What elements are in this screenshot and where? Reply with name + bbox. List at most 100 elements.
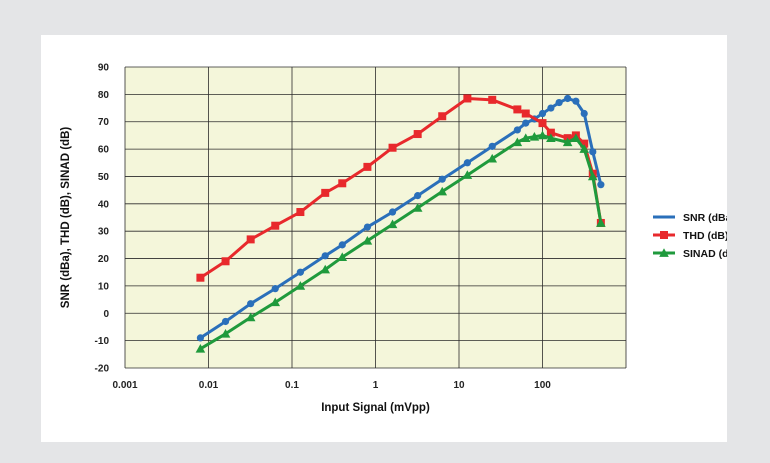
data-point — [413, 130, 422, 139]
y-tick-label: -20 — [95, 364, 110, 375]
data-point — [295, 281, 306, 290]
y-tick-label: 30 — [98, 227, 110, 238]
data-point — [414, 192, 422, 200]
data-point — [529, 131, 540, 141]
data-point — [538, 109, 547, 118]
data-point — [580, 109, 588, 118]
series-layer — [195, 94, 606, 353]
data-point — [337, 252, 348, 262]
data-point — [462, 170, 473, 179]
data-point — [321, 188, 330, 197]
data-point — [589, 148, 597, 156]
data-point — [320, 264, 331, 274]
data-point — [564, 94, 572, 103]
y-tick-label: 0 — [103, 309, 109, 320]
data-point — [572, 97, 580, 105]
x-tick-label: 1 — [373, 380, 379, 391]
data-point — [513, 126, 521, 134]
data-point — [412, 203, 423, 212]
x-tick-label: 0.001 — [112, 380, 137, 391]
y-axis-title: SNR (dBa), THD (dB), SINAD (dB) — [60, 127, 72, 309]
data-point — [195, 344, 206, 353]
data-point — [555, 98, 563, 107]
data-point — [487, 153, 498, 163]
data-point — [580, 139, 589, 148]
chart-panel: -20 -10 0 10 20 30 40 50 60 70 80 90 0.001 0.01 0.1 1 10… — [41, 35, 727, 442]
data-point — [363, 223, 372, 231]
data-point — [388, 143, 397, 152]
data-point — [338, 241, 346, 249]
y-tick-label: 10 — [98, 281, 110, 292]
data-point — [513, 105, 522, 114]
data-point — [538, 119, 547, 128]
y-tick-label: 40 — [98, 199, 110, 210]
data-point — [221, 257, 230, 266]
data-point — [270, 297, 281, 307]
data-point — [463, 94, 472, 103]
data-point — [271, 221, 280, 230]
data-point — [363, 162, 372, 171]
y-tick-label: 80 — [98, 90, 110, 101]
data-point — [437, 186, 448, 196]
legend-marker — [660, 231, 668, 239]
y-tick-label: -10 — [95, 336, 110, 347]
data-point — [362, 235, 373, 245]
data-point — [463, 159, 471, 167]
data-point — [271, 285, 279, 293]
series-triangle — [195, 130, 606, 353]
data-point — [512, 137, 523, 147]
data-point — [196, 273, 205, 282]
data-point — [245, 312, 256, 322]
x-tick-label: 0.01 — [199, 380, 219, 391]
data-point — [296, 208, 305, 217]
series-circle — [196, 94, 605, 342]
tick-labels: -20 -10 0 10 20 30 40 50 60 70 80 90 0.001 0.01 0.1 1 10… — [95, 63, 552, 392]
legend: SNR (dBa) THD (dB) SINAD (dB) — [653, 212, 727, 260]
data-point — [247, 300, 255, 308]
data-point — [596, 218, 606, 227]
y-tick-label: 50 — [98, 172, 110, 183]
data-point — [562, 137, 573, 147]
chart: -20 -10 0 10 20 30 40 50 60 70 80 90 0.001 0.01 0.1 1 10… — [60, 63, 727, 415]
data-point — [587, 171, 598, 181]
y-tick-label: 90 — [98, 63, 110, 74]
data-point — [597, 181, 605, 189]
legend-item: SINAD (dB) — [653, 248, 727, 260]
x-tick-label: 100 — [534, 380, 551, 391]
data-point — [537, 130, 548, 140]
data-point — [546, 133, 556, 142]
data-point — [521, 109, 530, 118]
data-point — [571, 133, 581, 142]
data-point — [488, 142, 496, 150]
data-point — [220, 328, 231, 338]
data-point — [221, 317, 230, 326]
y-tick-label: 70 — [98, 117, 110, 128]
data-point — [438, 112, 447, 121]
x-axis-title: Input Signal (mVpp) — [321, 402, 430, 414]
data-point — [546, 128, 555, 137]
legend-marker — [659, 248, 669, 257]
legend-item: THD (dB) — [653, 230, 727, 242]
y-tick-label: 20 — [98, 254, 110, 265]
y-tick-label: 60 — [98, 145, 110, 156]
data-point — [388, 208, 397, 216]
data-point — [438, 175, 446, 183]
data-point — [387, 219, 398, 229]
legend-item: SNR (dBa) — [653, 212, 727, 224]
data-point — [520, 133, 531, 142]
series-line — [199, 96, 603, 279]
data-point — [321, 252, 329, 260]
x-tick-label: 10 — [453, 380, 465, 391]
data-point — [296, 268, 304, 276]
x-tick-label: 0.1 — [285, 380, 299, 391]
data-point — [196, 334, 205, 342]
data-point — [488, 95, 497, 104]
legend-label: SNR (dBa) — [683, 212, 727, 224]
legend-label: THD (dB) — [683, 230, 727, 242]
data-point — [547, 104, 555, 112]
data-point — [338, 179, 347, 188]
data-point — [579, 144, 590, 153]
legend-label: SINAD (dB) — [683, 248, 727, 260]
data-point — [522, 119, 530, 127]
data-point — [246, 235, 255, 244]
